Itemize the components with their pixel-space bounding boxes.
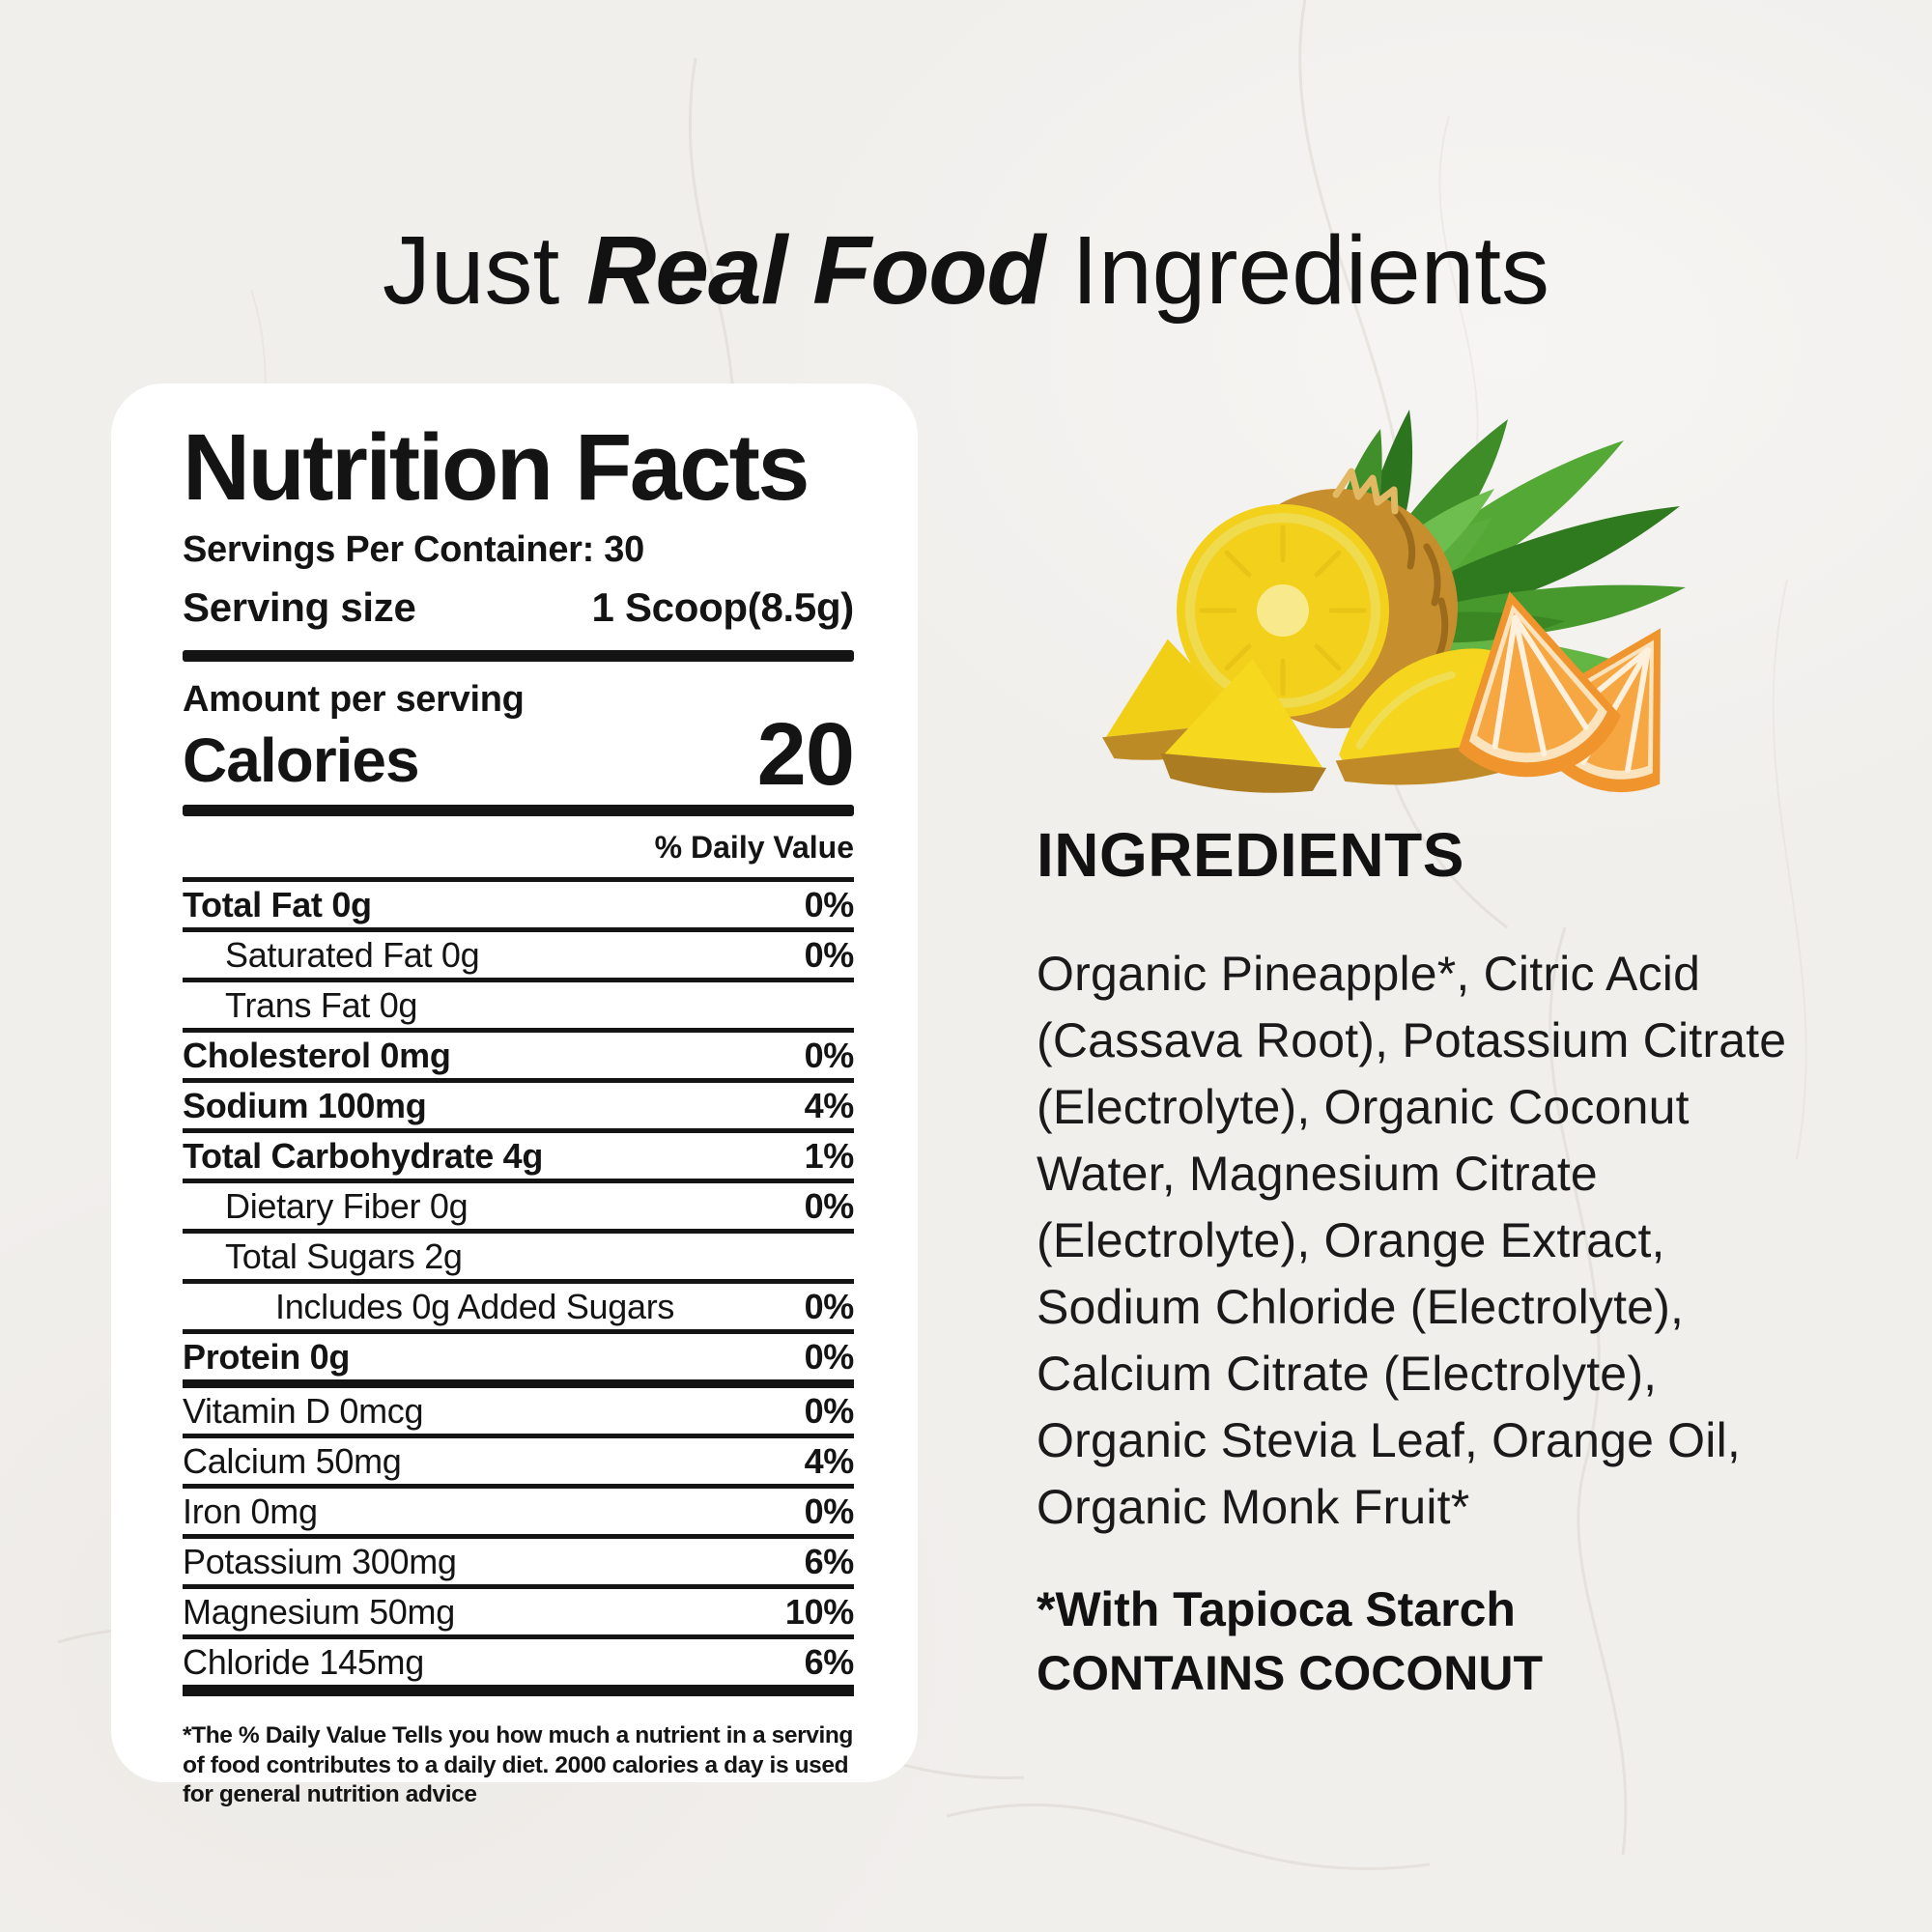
ingredients-heading: INGREDIENTS	[1037, 820, 1464, 890]
table-row-trans-fat: Trans Fat 0g	[183, 982, 854, 1034]
pineapple-flesh-graphic	[1177, 504, 1389, 717]
table-row-saturated-fat: Saturated Fat 0g 0%	[183, 932, 854, 983]
calories-label: Calories	[183, 725, 420, 796]
table-row-total-sugars: Total Sugars 2g	[183, 1234, 854, 1285]
title-part-1: Just	[382, 216, 560, 325]
table-row-sodium: Sodium 100mg 4%	[183, 1083, 854, 1134]
table-row-dietary-fiber: Dietary Fiber 0g 0%	[183, 1183, 854, 1235]
nutrition-facts-card: Nutrition Facts Servings Per Container: …	[111, 384, 918, 1807]
orange-slices-graphic	[1458, 591, 1661, 793]
serving-size-row: Serving size 1 Scoop(8.5g)	[183, 584, 854, 631]
table-row-iron: Iron 0mg 0%	[183, 1489, 854, 1540]
table-row-added-sugars: Includes 0g Added Sugars 0%	[183, 1284, 854, 1335]
ingredients-list: Organic Pineapple*, Citric Acid (Cassava…	[1037, 947, 1787, 1534]
calories-row: Calories 20	[183, 704, 855, 804]
pineapple-orange-image	[1048, 365, 1705, 810]
nutrient-table: Total Fat 0g 0% Saturated Fat 0g 0% Trans …	[183, 882, 854, 1697]
ingredients-section: INGREDIENTS Organic Pineapple*, Citric A…	[1037, 819, 1800, 1705]
title-part-3: Ingredients	[1071, 216, 1550, 325]
amount-per-serving-label: Amount per serving	[183, 678, 525, 720]
serving-size-value: 1 Scoop(8.5g)	[591, 583, 855, 630]
table-row-total-carbohydrate: Total Carbohydrate 4g 1%	[183, 1133, 854, 1184]
table-row-protein: Protein 0g 0%	[183, 1334, 854, 1389]
table-row-magnesium: Magnesium 50mg 10%	[183, 1589, 854, 1640]
table-row-calcium: Calcium 50mg 4%	[183, 1438, 854, 1490]
calories-value: 20	[756, 704, 855, 804]
nutrition-facts-title: Nutrition Facts	[183, 414, 810, 520]
contains-coconut-note: CONTAINS COCONUT	[1037, 1646, 1544, 1700]
servings-per-container: Servings Per Container: 30	[183, 528, 644, 570]
tapioca-note: *With Tapioca Starch	[1037, 1582, 1516, 1636]
table-row-chloride: Chloride 145mg 6%	[183, 1639, 854, 1697]
table-row-vitamin-d: Vitamin D 0mcg 0%	[183, 1388, 854, 1439]
title-part-emphasis: Real Food	[586, 216, 1045, 325]
divider-thick	[183, 649, 854, 662]
table-row-total-fat: Total Fat 0g 0%	[183, 882, 854, 933]
daily-value-header: % Daily Value	[183, 816, 854, 883]
divider-thick	[183, 805, 854, 817]
page-title: Just Real Food Ingredients	[0, 219, 1932, 322]
ingredients-notes: *With Tapioca Starch CONTAINS COCONUT	[1037, 1577, 1800, 1705]
table-row-potassium: Potassium 300mg 6%	[183, 1539, 854, 1590]
table-row-cholesterol: Cholesterol 0mg 0%	[183, 1033, 854, 1084]
serving-size-label: Serving size	[183, 583, 416, 630]
daily-value-footnote: *The % Daily Value Tells you how much a …	[183, 1722, 853, 1808]
